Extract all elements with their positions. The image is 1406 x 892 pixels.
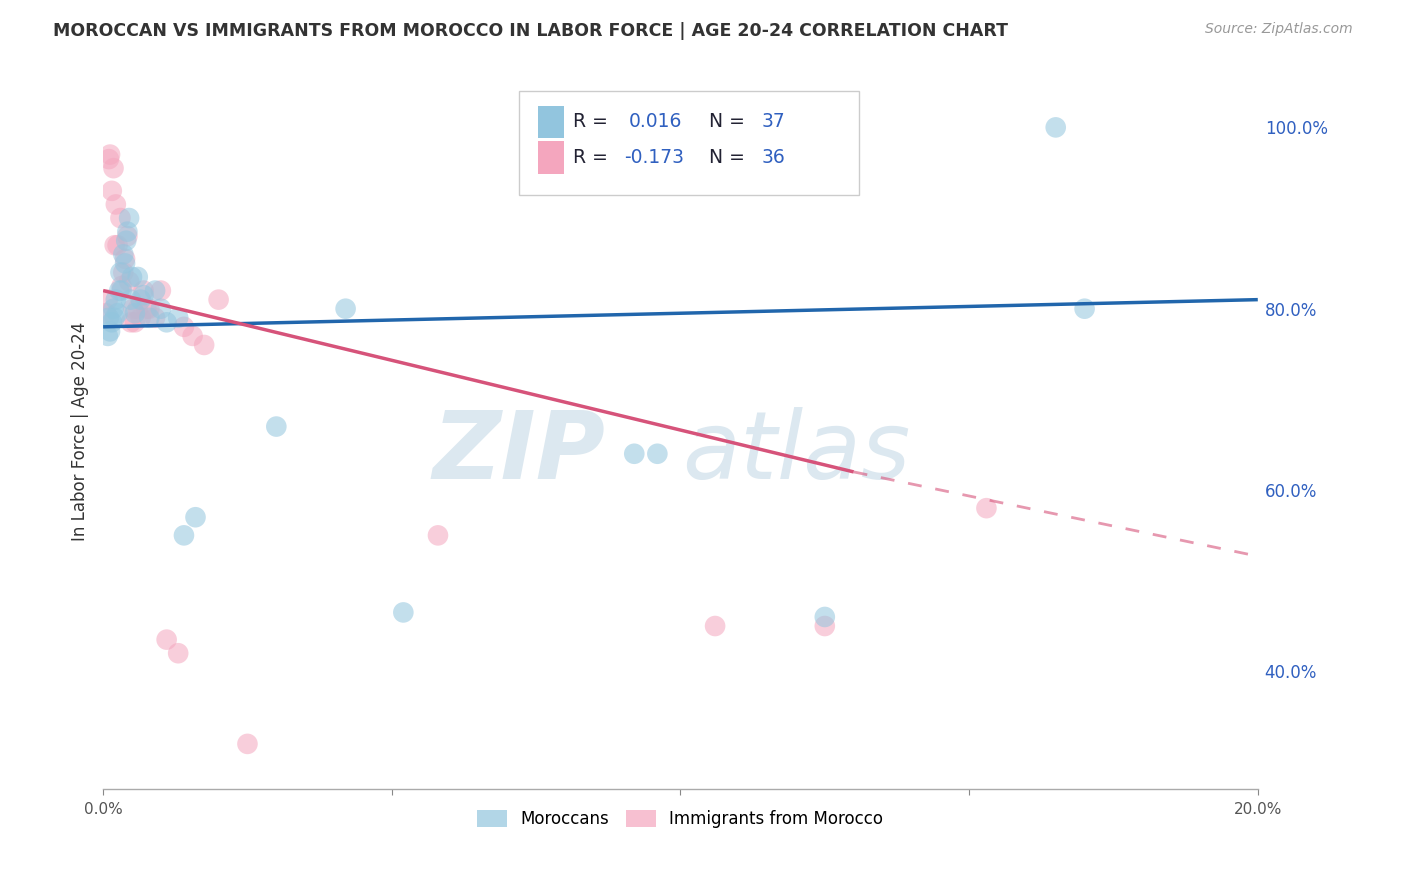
Point bbox=[132, 288, 155, 302]
Point bbox=[117, 229, 139, 244]
Text: N =: N = bbox=[709, 112, 751, 131]
Point bbox=[94, 306, 117, 320]
Text: R =: R = bbox=[574, 148, 614, 167]
Point bbox=[427, 528, 450, 542]
Point bbox=[114, 256, 136, 270]
Point bbox=[266, 419, 288, 434]
FancyBboxPatch shape bbox=[538, 105, 564, 137]
FancyBboxPatch shape bbox=[519, 91, 859, 194]
Point bbox=[173, 319, 195, 334]
Point bbox=[814, 610, 837, 624]
Point bbox=[97, 329, 120, 343]
Point bbox=[120, 293, 142, 307]
Point bbox=[115, 234, 138, 248]
Point bbox=[120, 315, 142, 329]
Point bbox=[114, 252, 136, 266]
Point bbox=[392, 606, 415, 620]
Point bbox=[129, 310, 152, 325]
Text: Source: ZipAtlas.com: Source: ZipAtlas.com bbox=[1205, 22, 1353, 37]
Text: MOROCCAN VS IMMIGRANTS FROM MOROCCO IN LABOR FORCE | AGE 20-24 CORRELATION CHART: MOROCCAN VS IMMIGRANTS FROM MOROCCO IN L… bbox=[53, 22, 1008, 40]
Point bbox=[107, 306, 129, 320]
Point bbox=[1073, 301, 1095, 316]
Point bbox=[97, 152, 120, 166]
Point bbox=[647, 447, 669, 461]
Text: ZIP: ZIP bbox=[433, 407, 606, 499]
Text: 37: 37 bbox=[761, 112, 785, 131]
Point bbox=[101, 315, 124, 329]
Point bbox=[108, 284, 131, 298]
Point bbox=[143, 310, 166, 325]
Text: atlas: atlas bbox=[682, 407, 910, 498]
Point bbox=[1045, 120, 1067, 135]
Point bbox=[138, 310, 160, 325]
Point bbox=[814, 619, 837, 633]
Point bbox=[167, 310, 190, 325]
Point bbox=[132, 284, 155, 298]
Point bbox=[98, 147, 121, 161]
Point bbox=[173, 528, 195, 542]
Point bbox=[104, 238, 127, 252]
Point bbox=[107, 238, 129, 252]
Point bbox=[112, 247, 135, 261]
Text: R =: R = bbox=[574, 112, 614, 131]
Point bbox=[704, 619, 727, 633]
Point bbox=[149, 301, 172, 316]
Text: -0.173: -0.173 bbox=[624, 148, 683, 167]
Point bbox=[138, 301, 160, 316]
Point bbox=[103, 301, 125, 316]
Point bbox=[976, 501, 998, 516]
Point bbox=[118, 211, 141, 225]
Point bbox=[143, 284, 166, 298]
Point bbox=[110, 279, 132, 293]
Point bbox=[127, 301, 149, 316]
Point bbox=[122, 301, 145, 316]
Point bbox=[104, 293, 127, 307]
Point bbox=[167, 646, 190, 660]
Point bbox=[110, 265, 132, 279]
Y-axis label: In Labor Force | Age 20-24: In Labor Force | Age 20-24 bbox=[72, 321, 89, 541]
Point bbox=[129, 293, 152, 307]
Point bbox=[121, 270, 143, 285]
Point bbox=[236, 737, 259, 751]
Point bbox=[103, 161, 125, 176]
Point bbox=[124, 315, 146, 329]
Point bbox=[110, 211, 132, 225]
Point bbox=[101, 184, 124, 198]
Point bbox=[124, 306, 146, 320]
Text: 36: 36 bbox=[761, 148, 785, 167]
Point bbox=[97, 293, 120, 307]
Point bbox=[110, 284, 132, 298]
Point bbox=[193, 338, 215, 352]
Point bbox=[335, 301, 357, 316]
Text: N =: N = bbox=[709, 148, 751, 167]
Point bbox=[149, 284, 172, 298]
Legend: Moroccans, Immigrants from Morocco: Moroccans, Immigrants from Morocco bbox=[471, 803, 890, 835]
Point bbox=[98, 324, 121, 338]
Point bbox=[207, 293, 229, 307]
Point bbox=[181, 329, 204, 343]
Point bbox=[104, 310, 127, 325]
Point bbox=[97, 310, 120, 325]
Point bbox=[112, 265, 135, 279]
Point bbox=[127, 270, 149, 285]
Point bbox=[118, 275, 141, 289]
Point bbox=[135, 301, 157, 316]
FancyBboxPatch shape bbox=[538, 141, 564, 174]
Point bbox=[623, 447, 645, 461]
Text: 0.016: 0.016 bbox=[628, 112, 682, 131]
Point bbox=[184, 510, 207, 524]
Point bbox=[156, 632, 179, 647]
Point bbox=[117, 225, 139, 239]
Point bbox=[156, 315, 179, 329]
Point bbox=[104, 197, 127, 211]
